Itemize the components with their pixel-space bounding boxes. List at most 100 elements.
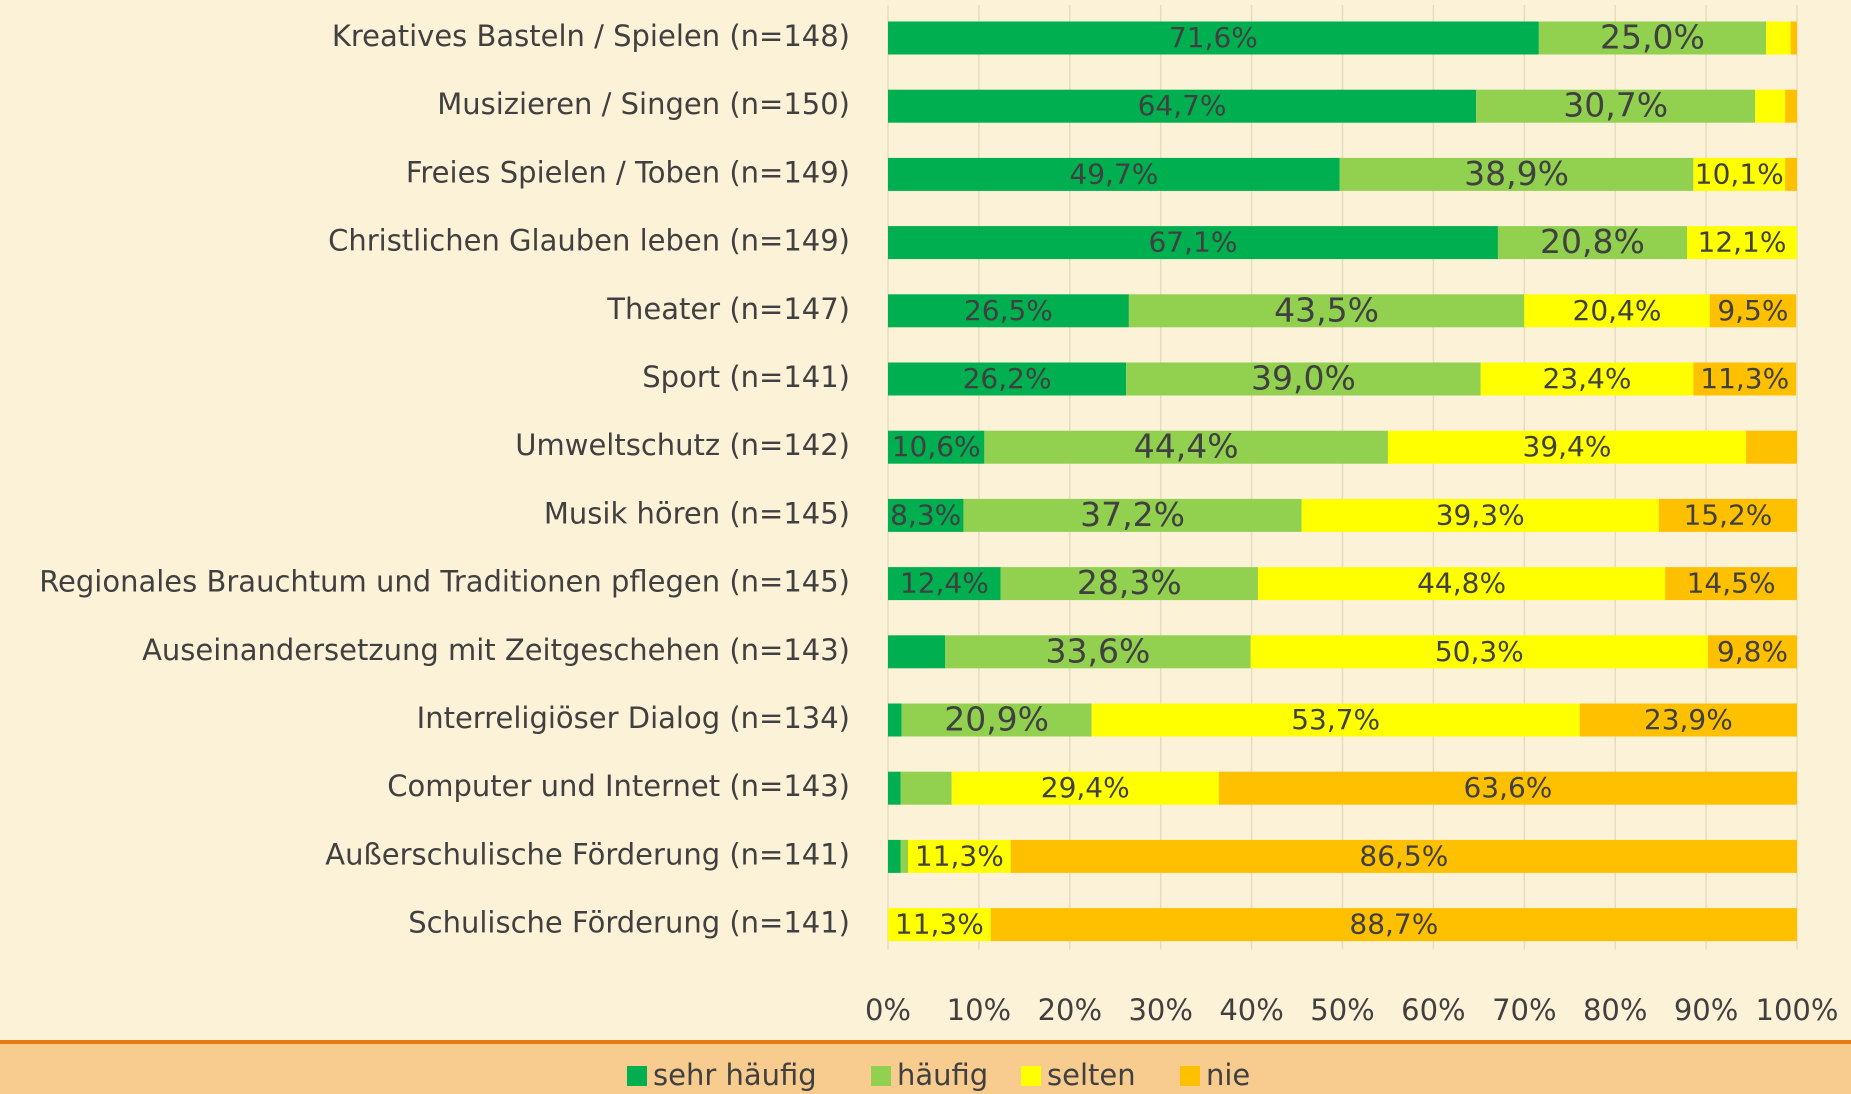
data-label: 33,6%	[1046, 631, 1151, 670]
bar-segment	[1693, 362, 1797, 396]
bar-segment	[1658, 498, 1797, 532]
bar-segment	[888, 294, 1129, 328]
data-label: 20,9%	[944, 700, 1049, 739]
data-label: 9,5%	[1717, 294, 1788, 327]
category-label: Christlichen Glauben leben (n=149)	[328, 224, 850, 258]
data-label: 8,3%	[890, 498, 961, 531]
bar-segment	[1010, 839, 1797, 873]
data-label: 9,8%	[1717, 635, 1788, 668]
bar-segment	[1387, 430, 1747, 464]
legend-swatch	[1021, 1066, 1041, 1086]
bar-segment	[888, 703, 902, 737]
x-tick-label: 60%	[1401, 993, 1465, 1027]
data-label: 23,4%	[1543, 362, 1632, 395]
category-label: Außerschulische Förderung (n=141)	[325, 837, 850, 871]
bar-segment	[900, 839, 908, 873]
bar-segment	[900, 771, 952, 805]
bar-segment	[1755, 89, 1786, 123]
x-tick-label: 0%	[865, 993, 911, 1027]
bar-segment	[888, 771, 901, 805]
bar-segment	[1746, 430, 1797, 464]
bar-segment	[1524, 294, 1710, 328]
data-label: 37,2%	[1080, 495, 1185, 534]
category-label: Regionales Brauchtum und Traditionen pfl…	[39, 565, 850, 599]
legend-swatch	[1180, 1066, 1200, 1086]
data-label: 88,7%	[1349, 908, 1438, 941]
data-label: 49,7%	[1069, 157, 1158, 190]
category-label: Auseinandersetzung mit Zeitgeschehen (n=…	[142, 633, 850, 667]
data-label: 63,6%	[1463, 771, 1552, 804]
data-label: 11,3%	[895, 908, 984, 941]
bar-segment	[907, 839, 1011, 873]
data-label: 12,1%	[1698, 226, 1787, 259]
legend-label: selten	[1047, 1058, 1136, 1092]
bar-segment	[888, 567, 1001, 601]
bar-segment	[1785, 157, 1797, 191]
bar-segment	[888, 430, 985, 464]
x-tick-label: 80%	[1583, 993, 1647, 1027]
bar-segment	[1693, 157, 1786, 191]
bar-segment	[945, 635, 1251, 669]
category-label: Musik hören (n=145)	[544, 496, 850, 530]
legend-label: sehr häufig	[653, 1058, 817, 1092]
data-label: 14,5%	[1687, 567, 1776, 600]
data-label: 29,4%	[1041, 771, 1130, 804]
bar-segment	[888, 226, 1498, 260]
legend-label: häufig	[897, 1058, 988, 1092]
bar-segment	[984, 430, 1388, 464]
category-label: Sport (n=141)	[642, 360, 850, 394]
data-label: 11,3%	[1700, 362, 1789, 395]
category-label: Musizieren / Singen (n=150)	[437, 87, 850, 121]
bar-segment	[1766, 21, 1791, 55]
x-tick-label: 100%	[1756, 993, 1839, 1027]
x-tick-label: 20%	[1038, 993, 1102, 1027]
bar-segment	[1538, 21, 1767, 55]
bar-segment	[888, 21, 1539, 55]
bar-segment	[1579, 703, 1797, 737]
data-label: 25,0%	[1600, 18, 1705, 57]
bar-segment	[888, 635, 946, 669]
bar-segment	[1126, 362, 1481, 396]
legend-swatch	[627, 1066, 647, 1086]
bar-segment	[888, 498, 964, 532]
bar-segment	[951, 771, 1219, 805]
category-label: Umweltschutz (n=142)	[515, 428, 850, 462]
category-label: Interreligiöser Dialog (n=134)	[417, 701, 850, 735]
bar-segment	[1301, 498, 1659, 532]
data-label: 86,5%	[1359, 839, 1448, 872]
category-label: Freies Spielen / Toben (n=149)	[406, 155, 850, 189]
data-label: 44,4%	[1134, 427, 1239, 466]
data-label: 39,3%	[1436, 498, 1525, 531]
bar-segment	[888, 908, 991, 942]
data-label: 30,7%	[1563, 86, 1668, 125]
bar-segment	[1218, 771, 1797, 805]
data-label: 43,5%	[1274, 290, 1379, 329]
bar-segment	[1707, 635, 1797, 669]
data-label: 10,1%	[1695, 157, 1784, 190]
data-label: 44,8%	[1417, 567, 1506, 600]
data-label: 26,5%	[964, 294, 1053, 327]
bar-segment	[963, 498, 1302, 532]
bar-segment	[1128, 294, 1525, 328]
bar-segment	[1339, 157, 1694, 191]
data-label: 10,6%	[892, 430, 981, 463]
data-label: 26,2%	[963, 362, 1052, 395]
category-label: Theater (n=147)	[606, 292, 850, 326]
category-label: Computer und Internet (n=143)	[387, 769, 850, 803]
bar-segment	[1790, 21, 1797, 55]
bar-segment	[1687, 226, 1797, 260]
x-tick-label: 40%	[1219, 993, 1283, 1027]
data-label: 15,2%	[1683, 498, 1772, 531]
bar-segment	[888, 839, 901, 873]
bar-segment	[901, 703, 1092, 737]
data-label: 39,0%	[1251, 359, 1356, 398]
bar-segment	[1250, 635, 1708, 669]
x-tick-label: 10%	[947, 993, 1011, 1027]
data-label: 20,8%	[1540, 222, 1645, 261]
x-tick-label: 50%	[1310, 993, 1374, 1027]
data-label: 12,4%	[900, 567, 989, 600]
bar-segment	[888, 89, 1477, 123]
data-label: 11,3%	[915, 839, 1004, 872]
x-tick-label: 90%	[1674, 993, 1738, 1027]
